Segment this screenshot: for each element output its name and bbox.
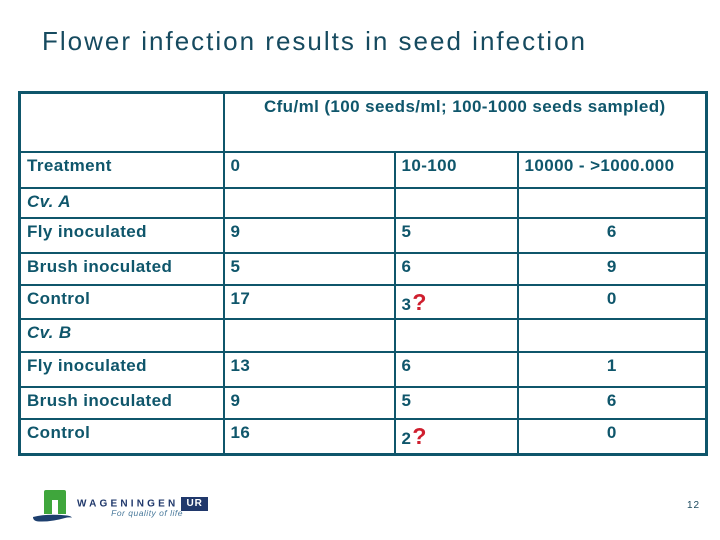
cell-count: 16	[222, 418, 396, 456]
empty-cell	[222, 318, 396, 354]
column-header-0: 0	[222, 150, 396, 189]
question-mark-annotation: ?	[412, 423, 427, 450]
cell-count: 9	[222, 386, 396, 421]
table-row-merged-header: Cfu/ml (100 seeds/ml; 100-1000 seeds sam…	[18, 91, 708, 153]
empty-cell	[222, 186, 396, 219]
results-table: Cfu/ml (100 seeds/ml; 100-1000 seeds sam…	[18, 91, 709, 456]
cell-treatment: Control	[18, 418, 225, 456]
logo-brand-line: WAGENINGEN UR	[77, 495, 208, 513]
cell-count: 6	[393, 351, 519, 389]
cfu-merged-header-cell: Cfu/ml (100 seeds/ml; 100-1000 seeds sam…	[222, 91, 708, 153]
cell-treatment: Brush inoculated	[18, 386, 225, 421]
cell-count: 1	[516, 351, 708, 389]
table-row: Control 16 2? 0	[18, 418, 708, 456]
cell-count: 5	[393, 216, 519, 254]
table-row-column-headers: Treatment 0 10-100 10000 - >1000.000	[18, 150, 708, 189]
table-row: Fly inoculated 9 5 6	[18, 216, 708, 254]
column-header-treatment: Treatment	[18, 150, 225, 189]
table-row-section-cvb: Cv. B	[18, 318, 708, 354]
table-row: Control 17 3? 0	[18, 283, 708, 321]
column-header-10000: 10000 - >1000.000	[516, 150, 708, 189]
section-label-cvb: Cv. B	[18, 318, 225, 354]
empty-cell	[516, 186, 708, 219]
empty-cell	[516, 318, 708, 354]
section-label-cva: Cv. A	[18, 186, 225, 219]
cell-treatment: Fly inoculated	[18, 216, 225, 254]
cell-treatment: Brush inoculated	[18, 251, 225, 286]
empty-corner-cell	[18, 91, 225, 153]
cell-count-flagged: 3?	[393, 283, 519, 321]
table-row-section-cva: Cv. A	[18, 186, 708, 219]
page-number: 12	[687, 500, 701, 511]
slide-title: Flower infection results in seed infecti…	[42, 26, 588, 56]
cell-treatment: Control	[18, 283, 225, 321]
cell-count: 6	[393, 251, 519, 286]
cell-treatment: Fly inoculated	[18, 351, 225, 389]
cell-count: 6	[516, 216, 708, 254]
results-table-container: Cfu/ml (100 seeds/ml; 100-1000 seeds sam…	[18, 91, 709, 456]
cell-count: 0	[516, 283, 708, 321]
logo-tagline: For quality of life	[111, 508, 183, 518]
cell-count: 17	[222, 283, 396, 321]
cell-count: 5	[393, 386, 519, 421]
logo-brand-text: WAGENINGEN	[77, 498, 179, 510]
cell-count: 5	[222, 251, 396, 286]
wageningen-logo-mark-icon	[33, 490, 72, 522]
cell-count: 9	[516, 251, 708, 286]
cell-count: 6	[516, 386, 708, 421]
table-row: Fly inoculated 13 6 1	[18, 351, 708, 389]
cell-count: 9	[222, 216, 396, 254]
cell-count-value: 2	[401, 429, 412, 449]
empty-cell	[393, 186, 519, 219]
wageningen-logo: WAGENINGEN UR For quality of life	[30, 486, 250, 532]
column-header-10-100: 10-100	[393, 150, 519, 189]
cell-count: 13	[222, 351, 396, 389]
logo-ur-badge: UR	[181, 496, 208, 511]
table-row: Brush inoculated 5 6 9	[18, 251, 708, 286]
cell-count-flagged: 2?	[393, 418, 519, 456]
question-mark-annotation: ?	[412, 288, 427, 315]
cell-count-value: 3	[401, 294, 412, 314]
table-row: Brush inoculated 9 5 6	[18, 386, 708, 421]
cell-count: 0	[516, 418, 708, 456]
empty-cell	[393, 318, 519, 354]
